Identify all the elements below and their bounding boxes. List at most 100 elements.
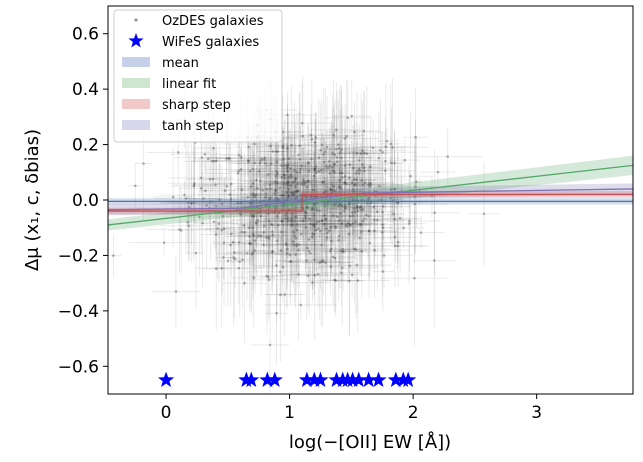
ozdes-point bbox=[254, 151, 306, 224]
ozdes-dot bbox=[220, 266, 224, 270]
ozdes-point bbox=[151, 146, 195, 248]
ozdes-dot bbox=[368, 241, 372, 245]
ozdes-dot bbox=[344, 182, 348, 186]
ozdes-dot bbox=[269, 144, 272, 148]
ozdes-dot bbox=[259, 179, 262, 183]
ozdes-point bbox=[189, 140, 250, 260]
ozdes-dot bbox=[329, 187, 333, 191]
ozdes-point bbox=[381, 162, 419, 274]
ozdes-point bbox=[324, 167, 354, 208]
ozdes-point bbox=[338, 184, 361, 222]
ozdes-point bbox=[215, 205, 279, 302]
ozdes-point bbox=[293, 148, 310, 184]
ozdes-dot bbox=[286, 169, 289, 173]
ozdes-point bbox=[360, 191, 395, 232]
ozdes-dot bbox=[358, 169, 362, 172]
ozdes-point bbox=[319, 206, 341, 295]
ozdes-point bbox=[320, 117, 379, 213]
ozdes-dot bbox=[201, 221, 204, 225]
ozdes-point bbox=[343, 180, 368, 319]
ozdes-point bbox=[325, 135, 355, 274]
ozdes-point bbox=[380, 210, 449, 346]
ozdes-point bbox=[338, 175, 364, 274]
ozdes-dot bbox=[339, 150, 342, 154]
ozdes-point bbox=[387, 147, 402, 180]
ozdes-dot bbox=[238, 154, 241, 157]
ozdes-point bbox=[342, 144, 400, 224]
ozdes-point bbox=[292, 230, 323, 266]
ozdes-point bbox=[254, 223, 273, 266]
ozdes-point bbox=[226, 218, 240, 266]
ozdes-point bbox=[216, 214, 240, 307]
ozdes-dot bbox=[221, 214, 225, 218]
ozdes-dot bbox=[302, 181, 306, 184]
ozdes-dot bbox=[215, 204, 218, 208]
wifes-star bbox=[400, 371, 417, 388]
ozdes-point bbox=[356, 200, 409, 249]
ozdes-dot bbox=[267, 235, 270, 239]
ozdes-dot bbox=[323, 222, 326, 226]
ozdes-point bbox=[273, 137, 309, 212]
ozdes-dot bbox=[286, 181, 289, 185]
ozdes-point bbox=[260, 176, 295, 305]
ozdes-point bbox=[253, 227, 291, 278]
ozdes-dot bbox=[314, 136, 318, 139]
ozdes-point bbox=[295, 128, 328, 263]
ozdes-point bbox=[309, 112, 324, 234]
ozdes-dot bbox=[381, 210, 384, 214]
ozdes-dot bbox=[419, 231, 423, 234]
ozdes-point bbox=[303, 141, 376, 220]
ozdes-dot bbox=[262, 224, 266, 228]
ozdes-point bbox=[334, 104, 356, 227]
ozdes-point bbox=[211, 179, 237, 306]
ozdes-dot bbox=[279, 293, 282, 297]
ozdes-point bbox=[324, 146, 396, 195]
ozdes-dot bbox=[315, 194, 319, 198]
ozdes-point bbox=[324, 198, 398, 266]
ozdes-dot bbox=[381, 150, 384, 154]
ozdes-dot bbox=[187, 205, 191, 209]
ozdes-point bbox=[243, 184, 285, 268]
ozdes-point bbox=[327, 162, 354, 264]
ozdes-dot bbox=[236, 172, 240, 175]
ozdes-point bbox=[246, 196, 266, 249]
wifes-star bbox=[350, 371, 367, 388]
ozdes-dot bbox=[292, 240, 295, 243]
ozdes-dot bbox=[373, 189, 376, 193]
ozdes-dot bbox=[384, 159, 387, 163]
ozdes-point bbox=[283, 161, 327, 270]
ozdes-dot bbox=[265, 274, 269, 278]
ozdes-dot bbox=[304, 181, 307, 185]
ozdes-dot bbox=[280, 193, 284, 197]
ozdes-point bbox=[313, 132, 333, 232]
ozdes-dot bbox=[243, 230, 247, 234]
ozdes-point bbox=[266, 102, 323, 239]
ozdes-point bbox=[298, 160, 331, 289]
ozdes-point bbox=[420, 155, 456, 189]
ozdes-point bbox=[338, 201, 411, 238]
ozdes-dot bbox=[283, 173, 287, 177]
ozdes-dot bbox=[319, 148, 322, 152]
legend-band-marker bbox=[122, 57, 150, 67]
ozdes-dot bbox=[142, 162, 145, 165]
ozdes-dot bbox=[360, 179, 364, 182]
ozdes-dot bbox=[240, 188, 244, 192]
ozdes-dot bbox=[256, 186, 259, 190]
ozdes-point bbox=[323, 179, 354, 302]
ozdes-dot bbox=[192, 184, 196, 188]
ozdes-point bbox=[277, 176, 310, 288]
ozdes-dot bbox=[355, 178, 358, 181]
ozdes-point bbox=[274, 126, 292, 169]
ozdes-point bbox=[316, 140, 348, 245]
ozdes-dot bbox=[361, 219, 365, 223]
ozdes-dot bbox=[294, 177, 298, 180]
ozdes-dot bbox=[251, 182, 255, 185]
ozdes-dot bbox=[171, 195, 175, 199]
ozdes-dot bbox=[242, 223, 246, 227]
ozdes-point bbox=[347, 210, 393, 276]
ozdes-point bbox=[289, 136, 311, 209]
ozdes-dot bbox=[348, 202, 351, 205]
wifes-star bbox=[157, 371, 175, 388]
ozdes-dot bbox=[295, 189, 299, 193]
ozdes-dot bbox=[340, 271, 343, 275]
